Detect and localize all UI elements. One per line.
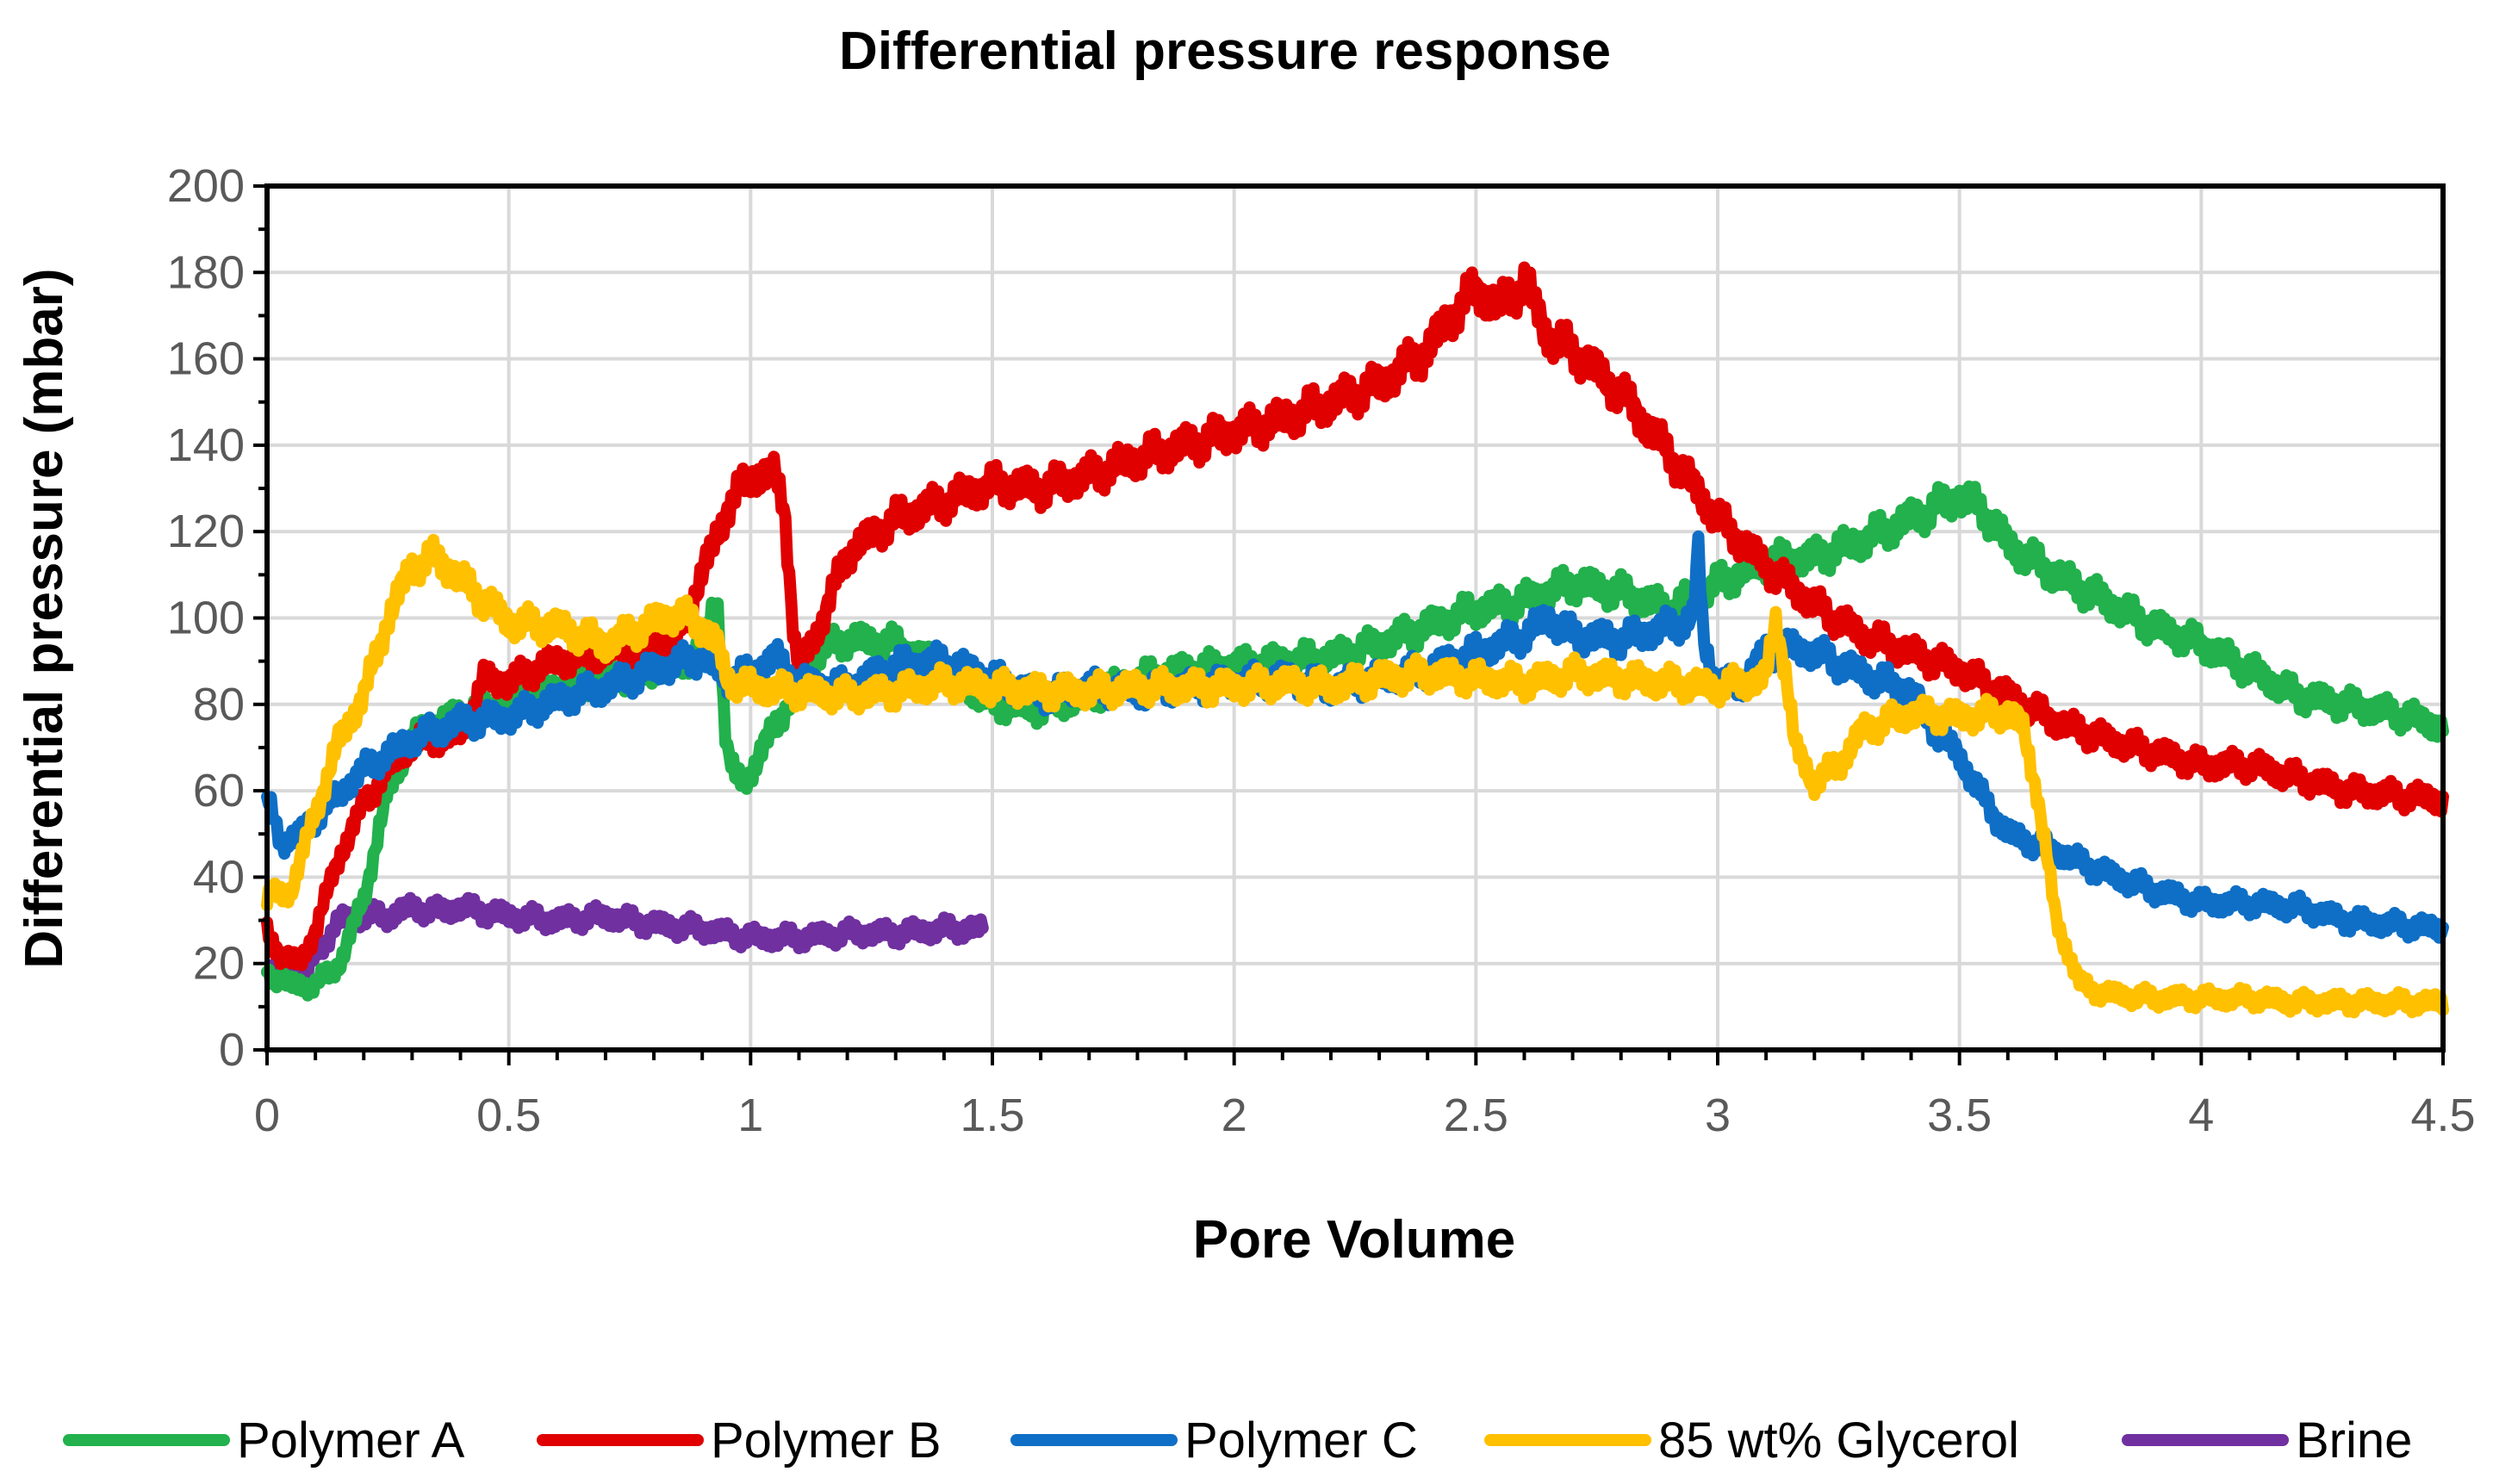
x-tick-label: 1: [737, 1090, 763, 1141]
legend: Polymer A Polymer B Polymer C 85 wt% Glycer…: [63, 1413, 2412, 1468]
x-tick-label: 2.5: [1444, 1090, 1508, 1141]
series-line-85-wt-glycerol: [261, 533, 2449, 1019]
x-axis-title: Pore Volume: [1193, 1210, 1515, 1270]
legend-label: Polymer B: [711, 1413, 942, 1468]
series-line-polymer-b: [261, 261, 2449, 972]
x-tick-label: 4: [2188, 1090, 2214, 1141]
x-tick-label: 2: [1222, 1090, 1247, 1141]
chart-title: Differential pressure response: [839, 22, 1611, 81]
x-tick-label: 4.5: [2410, 1090, 2475, 1141]
y-tick-label: 20: [193, 938, 245, 990]
y-axis-tick-labels: 0 20 40 60 80 100 120 140 160 180 200: [167, 160, 245, 1076]
legend-label: Polymer C: [1184, 1413, 1418, 1468]
y-tick-label: 120: [167, 506, 245, 557]
y-tick-label: 40: [193, 851, 245, 903]
x-axis-tick-labels: 0 0.5 1 1.5 2 2.5 3 3.5 4 4.5: [254, 1090, 2476, 1141]
x-tick-label: 0: [254, 1090, 280, 1141]
series-line-brine: [261, 891, 989, 989]
legend-label: Polymer A: [237, 1413, 465, 1468]
x-tick-label: 3.5: [1927, 1090, 1992, 1141]
x-tick-label: 1.5: [960, 1090, 1024, 1141]
y-tick-label: 0: [219, 1024, 245, 1076]
x-tick-label: 3: [1705, 1090, 1731, 1141]
x-tick-label: 0.5: [476, 1090, 541, 1141]
y-tick-label: 60: [193, 765, 245, 817]
legend-label: 85 wt% Glycerol: [1658, 1413, 2019, 1468]
ticks-layer: [253, 184, 2445, 1065]
y-tick-label: 140: [167, 419, 245, 471]
y-axis-title: Differential pressure (mbar): [15, 268, 74, 968]
y-tick-label: 100: [167, 593, 245, 644]
series-layer: [261, 261, 2449, 1019]
y-tick-label: 80: [193, 679, 245, 730]
legend-label: Brine: [2296, 1413, 2412, 1468]
y-tick-label: 200: [167, 160, 245, 212]
y-tick-label: 180: [167, 246, 245, 298]
y-tick-label: 160: [167, 333, 245, 385]
